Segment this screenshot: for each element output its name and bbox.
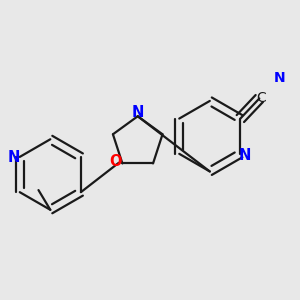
Text: N: N (273, 71, 285, 85)
Text: O: O (110, 154, 122, 169)
Text: C: C (256, 91, 266, 105)
Text: N: N (132, 105, 144, 120)
Text: N: N (8, 150, 20, 165)
Text: N: N (238, 148, 251, 163)
